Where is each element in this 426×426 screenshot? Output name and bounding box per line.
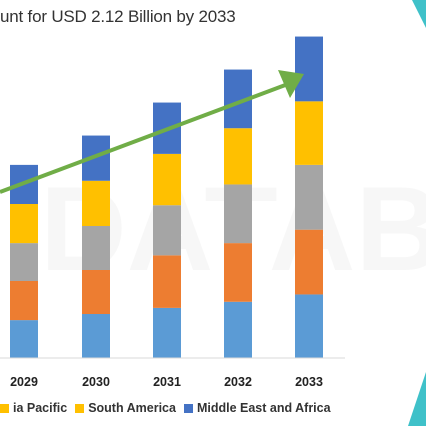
- x-tick-2031: 2031: [153, 375, 181, 389]
- bar-2032-series-3: [224, 128, 252, 185]
- legend-label-south-america: South America: [88, 401, 176, 415]
- bar-2031-series-1: [153, 255, 181, 308]
- bar-2029-series-0: [10, 320, 38, 358]
- trend-arrow-line: [0, 82, 289, 194]
- legend-swatch-south-america: [75, 403, 85, 413]
- bar-2033-series-2: [295, 164, 323, 230]
- teal-accent-top: [412, 0, 426, 28]
- x-tick-2032: 2032: [224, 375, 252, 389]
- legend-item-south-america: South America: [75, 401, 176, 415]
- bar-2029-series-2: [10, 243, 38, 281]
- bar-2031-series-0: [153, 307, 181, 358]
- legend-item-asia-pacific: ia Pacific: [0, 401, 67, 415]
- legend-swatch-asia-pacific: [0, 403, 9, 413]
- legend-label-middle-east-africa: Middle East and Africa: [196, 401, 331, 415]
- x-tick-labels: 2029 2030 2031 2032 2033: [10, 375, 323, 389]
- bar-2033-series-1: [295, 229, 323, 295]
- legend-swatch-middle-east-africa: [183, 403, 193, 413]
- x-tick-2029: 2029: [10, 375, 38, 389]
- legend: ia Pacific South America Middle East and…: [0, 401, 339, 415]
- bar-2029-series-1: [10, 281, 38, 321]
- legend-label-asia-pacific: ia Pacific: [13, 401, 68, 415]
- trend-arrow-head: [278, 70, 304, 98]
- bar-2031-series-3: [153, 153, 181, 206]
- bar-2033-series-5: [295, 36, 323, 102]
- bar-2030-series-2: [82, 226, 110, 270]
- bars: [10, 36, 323, 358]
- bar-2029-series-3: [10, 204, 38, 244]
- bar-2030-series-3: [82, 180, 110, 226]
- x-tick-2033: 2033: [295, 375, 323, 389]
- chart-title: unt for USD 2.12 Billion by 2033: [0, 7, 236, 26]
- bar-2031-series-2: [153, 205, 181, 256]
- bar-2032-series-2: [224, 184, 252, 244]
- bar-2030-series-1: [82, 270, 110, 314]
- bar-2032-series-0: [224, 301, 252, 358]
- legend-item-middle-east-africa: Middle East and Africa: [183, 401, 331, 415]
- bar-2033-series-3: [295, 101, 323, 165]
- bar-2030-series-0: [82, 314, 110, 358]
- x-tick-2030: 2030: [82, 375, 110, 389]
- bar-2032-series-1: [224, 243, 252, 302]
- teal-accent-bottom: [408, 372, 426, 426]
- bar-2033-series-0: [295, 294, 323, 358]
